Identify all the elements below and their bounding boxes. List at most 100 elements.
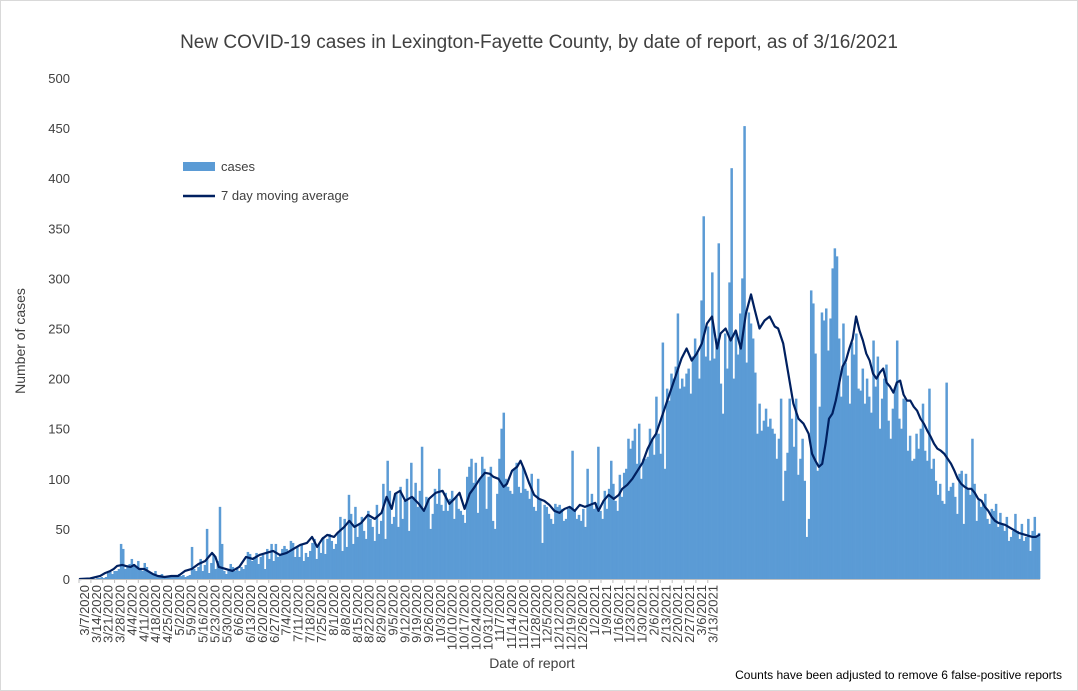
x-tick-label: 6/20/2020 — [255, 585, 270, 643]
bar — [975, 520, 978, 579]
bar — [657, 433, 660, 579]
bar — [633, 428, 637, 579]
bar — [876, 356, 880, 579]
y-tick-label: 500 — [48, 71, 70, 86]
x-tick-label: 3/14/2020 — [89, 585, 104, 643]
bar — [257, 563, 260, 579]
bar — [498, 458, 501, 579]
bar — [769, 418, 772, 579]
bar — [719, 383, 723, 579]
bar — [354, 506, 357, 579]
bar — [141, 570, 144, 579]
bar — [317, 543, 321, 579]
bar — [444, 492, 447, 579]
bar — [726, 368, 729, 579]
bar — [210, 562, 213, 579]
bar — [493, 528, 497, 579]
bar — [747, 312, 751, 579]
bar — [992, 510, 996, 579]
bar — [693, 338, 697, 579]
bar — [973, 483, 976, 579]
y-tick-label: 300 — [48, 271, 70, 286]
bar — [818, 406, 822, 579]
bar — [947, 490, 951, 579]
bar — [676, 313, 680, 579]
bar — [932, 458, 936, 579]
x-tick-label: 9/12/2020 — [397, 585, 412, 643]
bar — [532, 506, 536, 579]
x-tick-label: 9/5/2020 — [385, 585, 400, 636]
bar — [618, 474, 622, 579]
bar — [188, 574, 192, 579]
bar — [637, 423, 641, 579]
bar — [588, 503, 592, 579]
x-tick-label: 2/6/2021 — [646, 585, 661, 636]
bar — [807, 518, 811, 579]
bar — [954, 496, 957, 579]
bar — [412, 496, 415, 579]
bar — [1009, 536, 1013, 579]
bar — [309, 550, 312, 579]
bar — [930, 468, 933, 579]
bar — [923, 450, 927, 579]
bar — [190, 546, 194, 579]
bar — [431, 513, 435, 579]
bar — [536, 478, 540, 579]
bar — [708, 360, 712, 579]
bar — [782, 500, 785, 579]
bar — [754, 372, 757, 579]
bar — [195, 570, 198, 579]
bar — [741, 278, 744, 579]
bar — [773, 433, 776, 579]
bar — [850, 342, 854, 579]
bar — [242, 568, 245, 579]
bar — [981, 502, 985, 579]
bar — [612, 483, 615, 579]
bar — [1005, 516, 1009, 579]
bar — [1029, 550, 1032, 579]
bar — [984, 493, 987, 579]
bar — [429, 528, 432, 579]
bar — [311, 542, 314, 579]
bar — [502, 412, 506, 579]
bar — [766, 426, 770, 579]
bar — [788, 398, 791, 579]
bar — [988, 523, 991, 579]
bar — [706, 326, 710, 579]
bar — [515, 462, 518, 579]
bar — [281, 548, 284, 579]
bar — [895, 340, 899, 579]
x-tick-label: 9/26/2020 — [421, 585, 436, 643]
bar — [220, 543, 224, 579]
bar — [635, 463, 639, 579]
bar — [620, 496, 624, 579]
bar — [730, 168, 733, 579]
bar — [362, 530, 366, 579]
bar — [945, 382, 948, 579]
bar — [180, 575, 183, 579]
line-series-moving-average — [78, 293, 1041, 581]
bar — [248, 553, 252, 579]
y-tick-label: 250 — [48, 322, 70, 337]
bar — [182, 574, 185, 579]
bar — [296, 546, 299, 579]
footnote: Counts have been adjusted to remove 6 fa… — [735, 668, 1062, 682]
bar — [302, 560, 306, 579]
bar — [827, 350, 830, 579]
bar — [902, 398, 905, 579]
bar — [375, 504, 379, 579]
bar — [526, 490, 529, 579]
bar — [356, 536, 359, 579]
bar — [100, 577, 103, 579]
bar — [997, 526, 1000, 579]
bar — [98, 578, 101, 579]
y-tick-label: 400 — [48, 171, 70, 186]
bar — [147, 571, 151, 579]
bar — [465, 476, 469, 579]
bar — [519, 492, 523, 579]
bar — [122, 548, 125, 579]
bar — [113, 570, 116, 579]
x-tick-label: 7/25/2020 — [314, 585, 329, 643]
bar — [564, 518, 568, 579]
bar — [913, 458, 916, 579]
